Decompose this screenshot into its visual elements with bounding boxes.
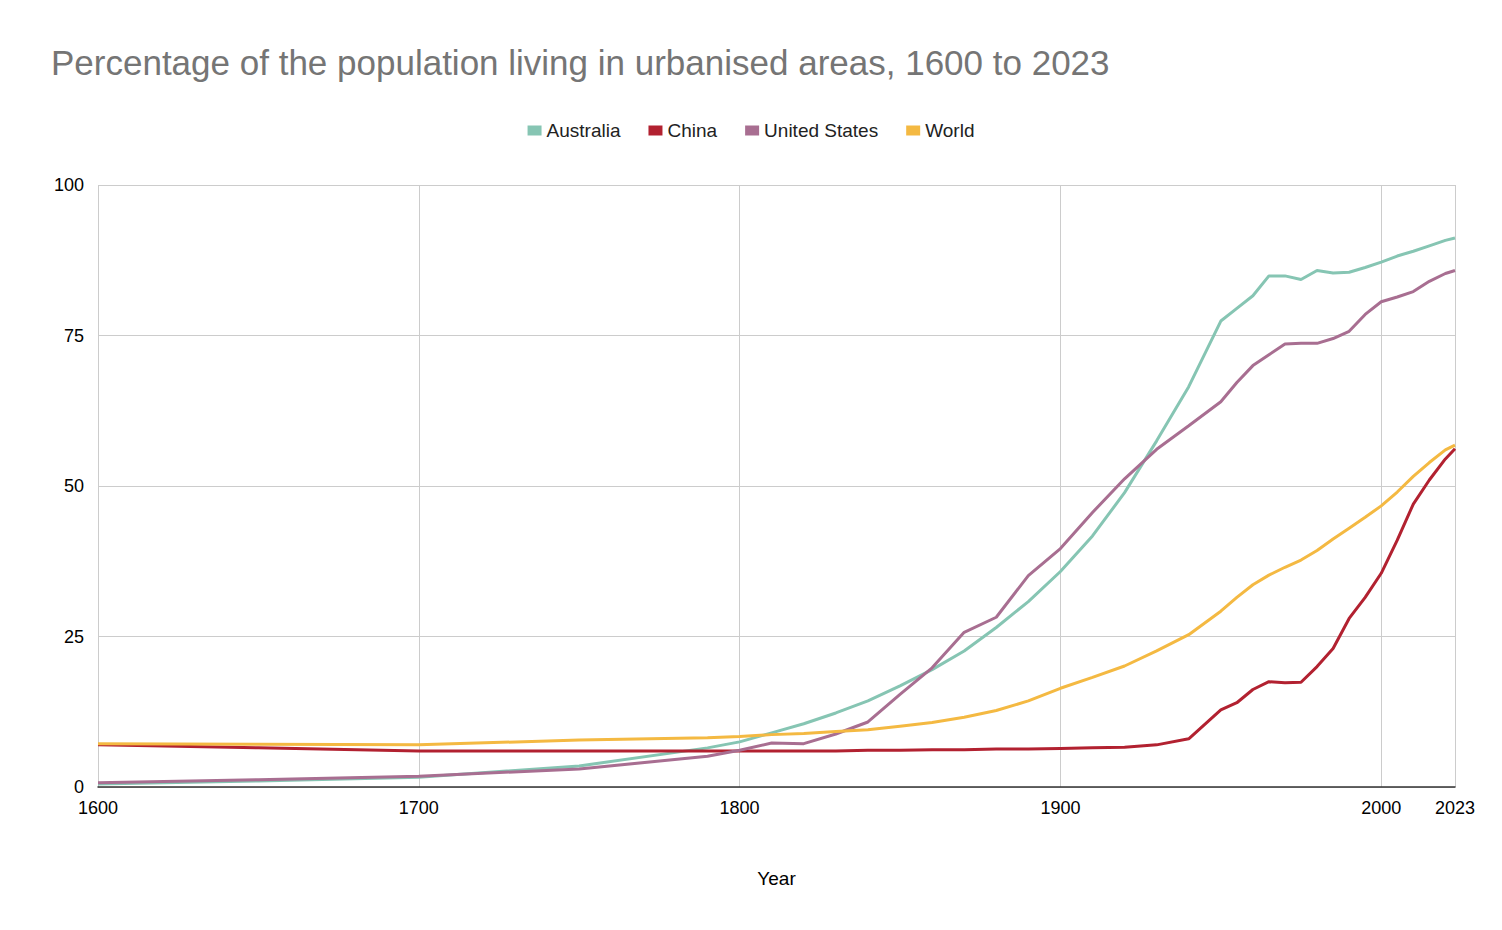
svg-text:1800: 1800	[720, 798, 760, 818]
svg-text:50: 50	[64, 476, 84, 496]
svg-text:1900: 1900	[1040, 798, 1080, 818]
svg-text:100: 100	[54, 175, 84, 195]
svg-text:25: 25	[64, 627, 84, 647]
svg-text:1600: 1600	[78, 798, 118, 818]
svg-text:United States: United States	[764, 120, 878, 141]
svg-text:Year: Year	[757, 868, 796, 889]
svg-text:China: China	[667, 120, 717, 141]
svg-text:Australia: Australia	[547, 120, 621, 141]
svg-text:2000: 2000	[1361, 798, 1401, 818]
svg-text:2023: 2023	[1435, 798, 1475, 818]
svg-text:Percentage of the population l: Percentage of the population living in u…	[51, 43, 1110, 82]
svg-text:World: World	[925, 120, 974, 141]
svg-text:75: 75	[64, 326, 84, 346]
svg-text:1700: 1700	[399, 798, 439, 818]
svg-text:0: 0	[74, 777, 84, 797]
